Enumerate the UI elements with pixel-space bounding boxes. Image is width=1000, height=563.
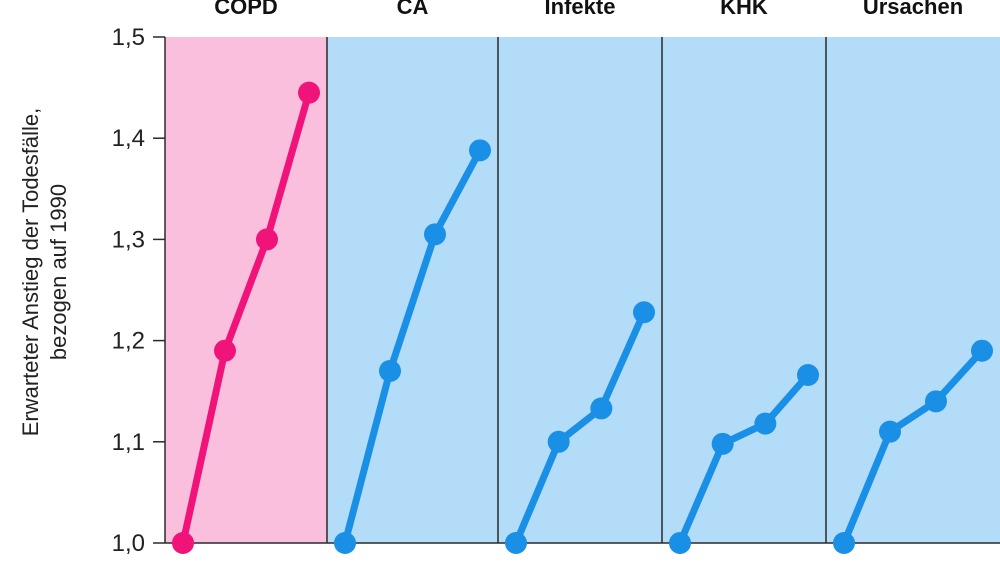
- data-point-1-0: [334, 532, 356, 554]
- data-point-3-2: [754, 412, 777, 435]
- panel-background-2: [498, 37, 662, 543]
- panel-title-2: Infekte: [545, 0, 616, 19]
- y-axis-label: Erwarteter Anstieg der Todesfälle, bezog…: [18, 108, 71, 437]
- data-point-4-1: [879, 420, 901, 443]
- data-point-4-2: [925, 390, 947, 413]
- data-point-3-0: [669, 532, 691, 554]
- y-tick-label-4: 1,4: [112, 125, 145, 152]
- data-point-2-0: [505, 532, 527, 554]
- data-point-4-3: [971, 339, 993, 362]
- y-axis-label-line-1: Erwarteter Anstieg der Todesfälle,: [18, 108, 43, 437]
- data-point-0-1: [214, 339, 236, 362]
- series-line-3: [676, 371, 812, 547]
- data-point-2-3: [633, 301, 655, 324]
- y-tick-label-3: 1,3: [112, 226, 145, 253]
- panel-background-1: [327, 37, 498, 543]
- data-point-2-2: [590, 397, 613, 420]
- data-point-1-3: [469, 139, 491, 162]
- data-point-4-0: [833, 532, 855, 554]
- panel-title-3: KHK: [720, 0, 768, 19]
- y-tick-label-1: 1,1: [112, 429, 145, 456]
- data-point-0-2: [256, 228, 278, 251]
- data-point-0-3: [298, 81, 320, 104]
- data-point-1-1: [379, 359, 401, 382]
- data-point-3-3: [797, 364, 819, 387]
- series-line-2: [512, 308, 648, 547]
- series-line-1: [341, 146, 484, 547]
- data-point-3-1: [711, 432, 734, 455]
- data-point-0-0: [172, 532, 194, 554]
- panel-background-3: [662, 37, 826, 543]
- data-point-2-1: [547, 430, 570, 453]
- y-tick-label-0: 1,0: [112, 530, 145, 557]
- panel-title-1: CA: [397, 0, 429, 19]
- y-tick-label-2: 1,2: [112, 328, 145, 355]
- series-line-0: [179, 89, 313, 547]
- panel-title-4: Ursachen: [863, 0, 963, 19]
- panel-title-0: COPD: [214, 0, 278, 19]
- y-axis: 1,0 1,1 1,2 1,3 1,4 1,5: [112, 24, 1000, 557]
- data-point-1-2: [424, 223, 446, 246]
- series-layer: [172, 81, 993, 554]
- y-tick-label-5: 1,5: [112, 24, 145, 51]
- panels-layer: COPD CA Infekte KHK Ursachen: [165, 0, 1000, 543]
- panel-background-4: [826, 37, 1000, 543]
- y-axis-label-line-2: bezogen auf 1990: [46, 184, 71, 360]
- series-line-4: [840, 347, 986, 547]
